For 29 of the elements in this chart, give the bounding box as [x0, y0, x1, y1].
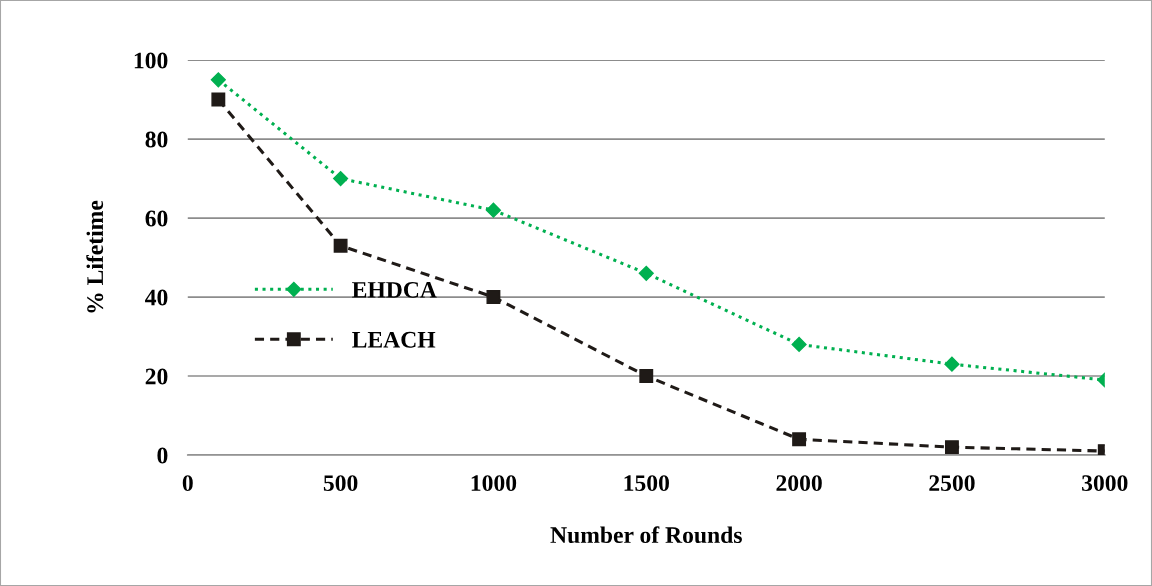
point — [210, 72, 226, 88]
point — [792, 432, 807, 447]
x-axis-title: Number of Rounds — [550, 526, 742, 544]
x-tick-label: 1500 — [624, 475, 669, 492]
x-tick-label: 500 — [323, 475, 358, 492]
point — [333, 170, 349, 187]
point — [211, 92, 226, 107]
x-tick-label: 1000 — [471, 475, 517, 492]
y-tick-label: 60 — [145, 210, 168, 227]
point — [485, 202, 502, 218]
y-tick-label: 20 — [145, 368, 168, 385]
point — [791, 336, 807, 353]
point — [333, 238, 348, 253]
point — [639, 369, 654, 383]
legend-label: LEACH — [352, 331, 436, 348]
point — [486, 290, 501, 304]
y-tick-label: 0 — [157, 447, 168, 464]
y-tick-label: 40 — [145, 289, 168, 306]
y-axis-title: % Lifetime — [86, 200, 104, 313]
y-tick-label: 100 — [134, 52, 168, 69]
point — [944, 356, 960, 372]
legend-label: EHDCA — [352, 281, 437, 298]
point — [638, 265, 654, 281]
x-tick-label: 2500 — [929, 475, 975, 492]
x-tick-label: 2000 — [776, 475, 822, 492]
x-tick-label: 0 — [182, 475, 193, 492]
x-tick-label: 3000 — [1082, 475, 1128, 492]
y-tick-label: 80 — [145, 131, 168, 148]
point — [944, 440, 959, 455]
